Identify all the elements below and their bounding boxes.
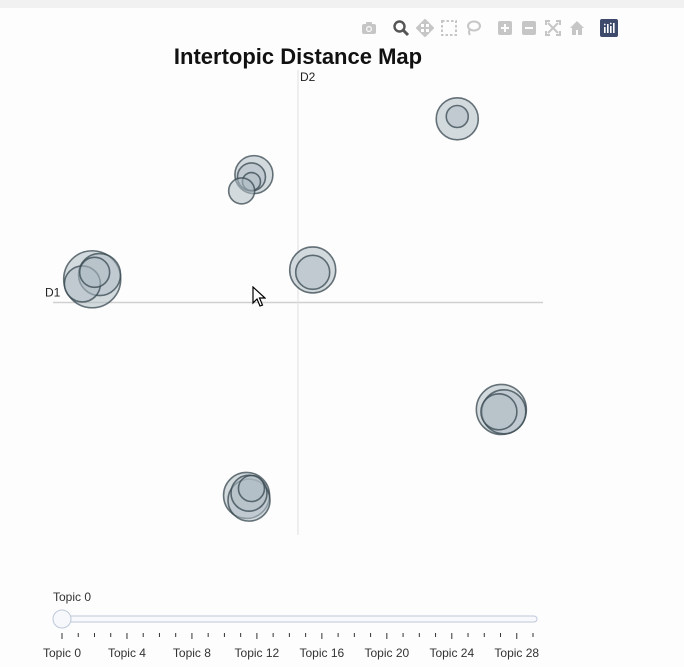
plotly-logo-icon[interactable] [600,19,618,37]
topic-point-9[interactable] [294,254,331,291]
slider-handle[interactable] [52,609,72,629]
y-axis-label: D2 [300,70,316,84]
slider-tick-label: Topic 8 [173,646,211,660]
topic-point-18[interactable] [237,474,266,503]
slider-tick-label: Topic 16 [300,646,345,660]
slider-tick-label: Topic 24 [429,646,474,660]
pan-icon[interactable] [416,19,434,37]
lasso-select-icon[interactable] [464,19,482,37]
topic-slider: Topic 0 Topic 4 Topic 8 Topic 12 Topic 16 Top… [43,609,539,660]
slider-tick-label: Topic 0 [43,646,81,660]
slider-tick-label: Topic 28 [494,646,539,660]
slider-current-label: Topic 0 [53,590,92,604]
box-select-icon[interactable] [440,19,458,37]
autoscale-icon[interactable] [544,19,562,37]
camera-icon[interactable] [360,19,378,37]
slider-tick-label: Topic 12 [235,646,280,660]
top-strip [0,0,684,8]
mouse-cursor-icon [252,286,266,307]
topic-point-3[interactable] [78,256,111,289]
axes-layer: D1 D2 [45,70,543,535]
slider-tick-label: Topic 4 [108,646,146,660]
slider-tick-label: Topic 20 [364,646,409,660]
zoom-in-icon[interactable] [496,19,514,37]
topic-point-7[interactable] [227,177,256,205]
chart-title: Intertopic Distance Map [173,44,423,69]
zoom-icon[interactable] [392,19,410,37]
topic-point-14[interactable] [480,392,518,431]
slider-rail[interactable] [57,615,538,623]
reset-axes-icon[interactable] [568,19,586,37]
points-layer [62,97,528,522]
topic-point-11[interactable] [445,104,470,129]
zoom-out-icon[interactable] [520,19,538,37]
x-axis-label: D1 [45,286,61,300]
